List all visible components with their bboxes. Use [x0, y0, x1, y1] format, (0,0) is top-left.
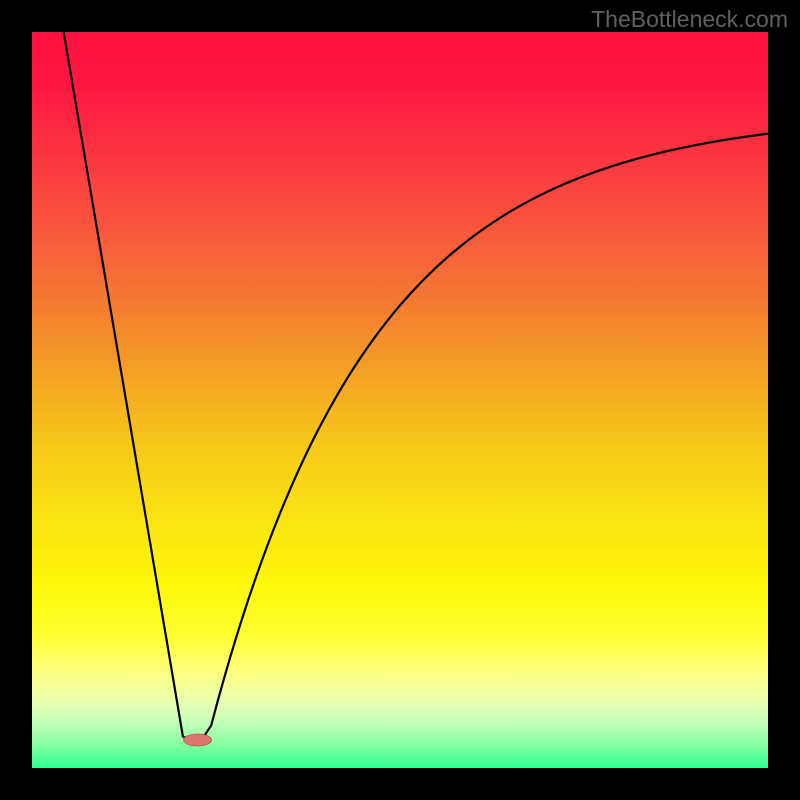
watermark: TheBottleneck.com — [591, 6, 788, 33]
bottleneck-chart — [0, 0, 800, 800]
chart-container: TheBottleneck.com — [0, 0, 800, 800]
chart-plot-area — [32, 32, 768, 768]
optimal-point-marker — [184, 734, 212, 746]
